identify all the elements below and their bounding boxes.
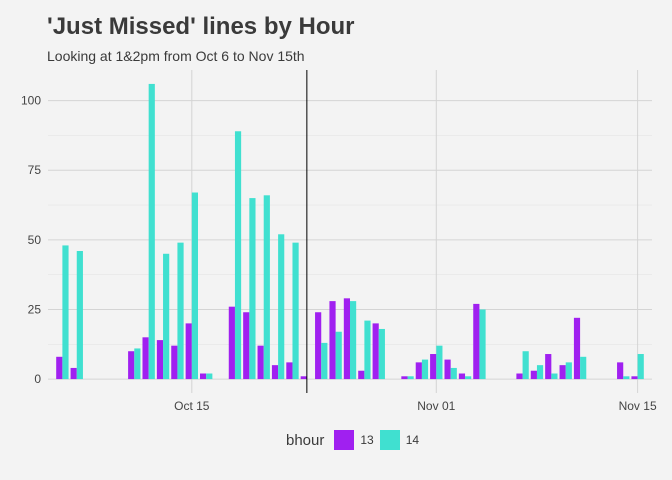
- y-tick-label: 50: [28, 233, 42, 247]
- bar-14: [134, 348, 141, 380]
- bar-13: [415, 362, 422, 380]
- bar-13: [343, 298, 350, 380]
- x-tick-label: Nov 15: [619, 399, 657, 413]
- chart-title: 'Just Missed' lines by Hour: [47, 13, 355, 40]
- bar-13: [430, 354, 437, 380]
- bar-14: [364, 320, 371, 380]
- legend-item-14: 14: [379, 430, 420, 450]
- legend-item-13: 13: [334, 430, 374, 450]
- bar-13: [444, 359, 451, 380]
- x-axis: Oct 15 Nov 01 Nov 15: [174, 399, 657, 413]
- bar-14: [350, 301, 357, 380]
- chart-subtitle: Looking at 1&2pm from Oct 6 to Nov 15th: [47, 48, 305, 64]
- legend-label-13: 13: [360, 433, 374, 447]
- bar-14: [278, 234, 285, 380]
- bar-13: [329, 301, 336, 380]
- bar-13: [271, 365, 279, 380]
- bar-14: [206, 373, 213, 380]
- legend-title: bhour: [286, 431, 325, 449]
- bar-13: [401, 376, 408, 380]
- bar-13: [70, 367, 77, 380]
- bar-14: [62, 245, 69, 380]
- legend-swatch-13: [334, 430, 355, 450]
- bar-14: [163, 253, 170, 380]
- bar-13: [545, 354, 552, 380]
- bar-13: [473, 303, 480, 380]
- legend-label-14: 14: [405, 433, 420, 447]
- bar-14: [623, 376, 630, 380]
- bar-13: [559, 365, 566, 380]
- bar-14: [292, 242, 299, 380]
- bar-14: [551, 373, 558, 380]
- bar-14: [522, 351, 529, 380]
- bar-14: [479, 309, 486, 380]
- y-tick-label: 25: [28, 302, 42, 316]
- bar-13: [358, 370, 365, 380]
- bar-14: [321, 342, 328, 380]
- y-tick-label: 75: [28, 163, 42, 177]
- bar-14: [565, 362, 572, 380]
- bar-13: [372, 323, 379, 380]
- bar-13: [286, 362, 293, 380]
- legend: bhour 13 14: [286, 430, 425, 450]
- bar-14: [465, 376, 472, 380]
- bar-14: [421, 359, 429, 380]
- bar-13: [200, 373, 207, 380]
- bar-13: [300, 376, 307, 380]
- legend-swatch-14: [379, 430, 400, 450]
- bar-14: [436, 345, 443, 380]
- bar-14: [536, 365, 544, 380]
- bar-14: [450, 367, 457, 380]
- bar-13: [516, 373, 523, 380]
- bar-13: [185, 323, 192, 380]
- bar-13: [573, 317, 581, 380]
- bar-13: [315, 312, 322, 380]
- bar-14: [76, 250, 83, 380]
- bar-14: [263, 195, 270, 380]
- x-tick-label: Oct 15: [174, 399, 210, 413]
- bar-14: [148, 83, 155, 380]
- bar-13: [56, 356, 63, 380]
- y-tick-label: 0: [34, 372, 41, 386]
- y-tick-label: 100: [21, 94, 41, 108]
- x-tick-label: Nov 01: [417, 399, 455, 413]
- bar-13: [156, 340, 164, 380]
- y-axis: 0 25 50 75 100: [21, 94, 41, 386]
- bar-14: [335, 331, 342, 380]
- bar-14: [407, 376, 414, 380]
- bar-13: [228, 306, 235, 380]
- bar-14: [177, 242, 184, 380]
- bar-13: [530, 370, 537, 380]
- bar-14: [249, 198, 256, 380]
- bar-13: [171, 345, 178, 380]
- bar-13: [617, 362, 624, 380]
- bar-13: [458, 373, 466, 380]
- bars: [56, 83, 644, 380]
- bar-13: [128, 351, 135, 380]
- bar-13: [257, 345, 264, 380]
- bar-14: [637, 354, 644, 380]
- bar-14: [378, 328, 385, 380]
- bar-13: [631, 376, 638, 380]
- bar-14: [191, 192, 198, 380]
- bar-13: [142, 337, 149, 380]
- bar-14: [580, 356, 587, 380]
- bar-14: [234, 131, 242, 380]
- bar-13: [243, 312, 250, 380]
